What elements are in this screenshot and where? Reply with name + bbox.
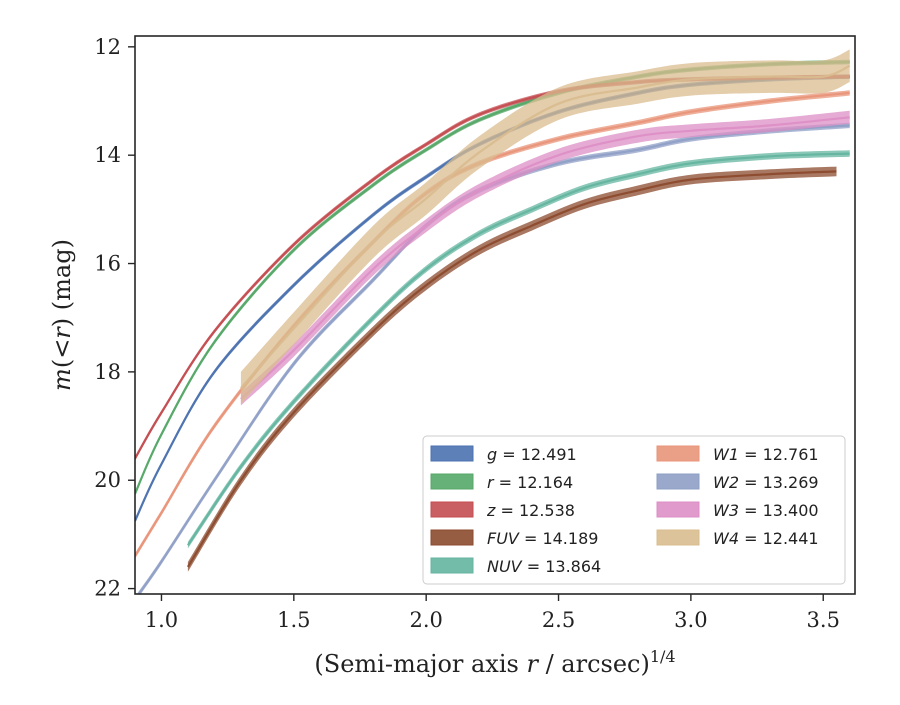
legend-entry-w2: W2 = 13.269 <box>656 473 819 492</box>
y-tick-label: 14 <box>94 143 121 167</box>
line-fuv <box>186 170 837 568</box>
legend-entry-r: r = 12.164 <box>430 473 573 492</box>
series-fuv <box>186 166 837 572</box>
line-nuv <box>186 152 850 546</box>
series-layer <box>135 49 851 594</box>
x-tick-label: 3.5 <box>807 608 840 632</box>
legend-label: W1 = 12.761 <box>713 445 819 464</box>
legend-entry-fuv: FUV = 14.189 <box>430 529 598 548</box>
legend-label: g = 12.491 <box>487 445 577 464</box>
band-w4 <box>240 49 850 405</box>
legend-swatch <box>430 445 474 462</box>
legend-entry-z: z = 12.538 <box>430 501 575 520</box>
line-w3 <box>240 116 850 400</box>
legend-entry-w3: W3 = 13.400 <box>656 501 819 520</box>
series-w3 <box>240 110 850 406</box>
legend-label: r = 12.164 <box>487 473 573 492</box>
y-axis-title: m(<r) (mag) <box>48 239 76 391</box>
legend-swatch <box>656 529 700 546</box>
y-tick-label: 20 <box>94 468 121 492</box>
legend-entry-g: g = 12.491 <box>430 445 577 464</box>
legend-swatch <box>430 501 474 518</box>
legend-label: z = 12.538 <box>486 501 575 520</box>
legend-entry-w1: W1 = 12.761 <box>656 445 819 464</box>
legend-label: FUV = 14.189 <box>487 529 598 548</box>
x-tick-label: 1.0 <box>145 608 178 632</box>
plot-frame <box>134 35 856 595</box>
legend-swatch <box>430 557 474 574</box>
legend-label: NUV = 13.864 <box>487 557 601 576</box>
y-tick-label: 16 <box>94 252 121 276</box>
y-tick-label: 22 <box>94 577 121 601</box>
legend-entry-w4: W4 = 12.441 <box>656 529 819 548</box>
line-w4 <box>240 64 851 389</box>
y-tick-label: 18 <box>94 360 121 384</box>
series-w4 <box>240 49 851 405</box>
legend-box <box>422 435 846 585</box>
legend: g = 12.491 r = 12.164 z = 12.538 FUV = 14.1… <box>422 435 846 585</box>
legend-label: W4 = 12.441 <box>713 529 819 548</box>
legend-swatch <box>656 473 700 490</box>
tick-layer: 1.0 1.5 2.0 2.5 3.0 3.5 12 14 16 18 20 22 <box>94 35 840 632</box>
legend-entry-nuv: NUV = 13.864 <box>430 557 601 576</box>
legend-swatch <box>430 529 474 546</box>
x-tick-label: 2.5 <box>542 608 575 632</box>
x-tick-label: 2.0 <box>409 608 442 632</box>
legend-swatch <box>656 445 700 462</box>
legend-entries: g = 12.491 r = 12.164 z = 12.538 FUV = 14.1… <box>430 445 819 576</box>
x-axis-title: (Semi-major axis r / arcsec)1/4 <box>314 647 675 678</box>
legend-label: W3 = 13.400 <box>713 501 819 520</box>
y-tick-label: 12 <box>94 35 121 59</box>
legend-swatch <box>430 473 474 490</box>
x-tick-label: 1.5 <box>277 608 310 632</box>
legend-label: W2 = 13.269 <box>713 473 819 492</box>
series-nuv <box>186 150 850 549</box>
x-tick-label: 3.0 <box>674 608 707 632</box>
legend-swatch <box>656 501 700 518</box>
